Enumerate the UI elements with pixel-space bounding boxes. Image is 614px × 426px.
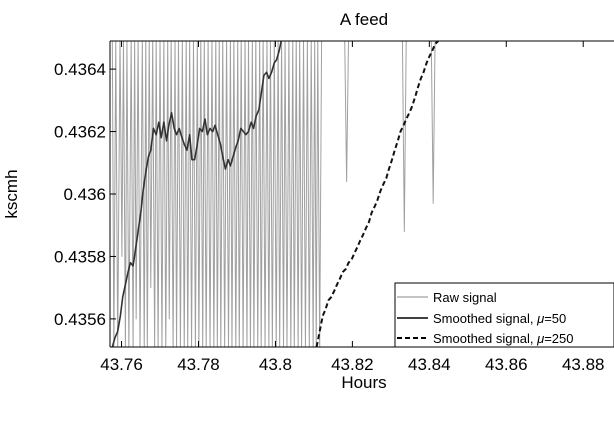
legend: Raw signal Smoothed signal, μ=50 Smoothe…	[394, 282, 614, 348]
raw-signal-line	[111, 41, 436, 347]
series-smoothed-mu250	[315, 41, 439, 347]
legend-label-mu50: Smoothed signal, μ=50	[433, 311, 566, 326]
x-tick-label: 43.86	[485, 355, 528, 374]
legend-label-mu50-mu: μ	[536, 311, 544, 326]
legend-label-mu250-suffix: =250	[544, 331, 573, 346]
x-tick-label: 43.82	[331, 355, 374, 374]
y-tick-label: 0.4358	[54, 247, 106, 266]
legend-label-mu50-suffix: =50	[544, 311, 566, 326]
legend-label-mu50-prefix: Smoothed signal,	[433, 311, 537, 326]
legend-box	[394, 282, 614, 348]
y-tick-label: 0.4362	[54, 123, 106, 142]
smoothed-mu50-line	[111, 41, 282, 347]
legend-label-raw: Raw signal	[433, 290, 497, 305]
series-raw-signal	[111, 41, 436, 347]
x-ticks: 43.76 43.78 43.8 43.82 43.84 43.86 43.88	[100, 41, 604, 374]
y-tick-label: 0.4364	[54, 60, 106, 79]
x-tick-label: 43.84	[408, 355, 451, 374]
chart-title: A feed	[340, 10, 388, 29]
legend-label-mu250-mu: μ	[536, 331, 544, 346]
smoothed-mu250-line	[315, 41, 439, 347]
x-tick-label: 43.76	[100, 355, 143, 374]
y-axis-label: kscmh	[2, 169, 21, 218]
legend-label-mu250-prefix: Smoothed signal,	[433, 331, 537, 346]
x-axis-label: Hours	[341, 373, 386, 392]
series-smoothed-mu50	[111, 41, 282, 347]
y-tick-label: 0.4356	[54, 310, 106, 329]
x-tick-label: 43.78	[177, 355, 220, 374]
x-tick-label: 43.8	[259, 355, 292, 374]
legend-label-mu250: Smoothed signal, μ=250	[433, 331, 574, 346]
x-tick-label: 43.88	[562, 355, 605, 374]
y-ticks: 0.4356 0.4358 0.436 0.4362 0.4364	[54, 60, 116, 329]
y-tick-label: 0.436	[63, 185, 106, 204]
